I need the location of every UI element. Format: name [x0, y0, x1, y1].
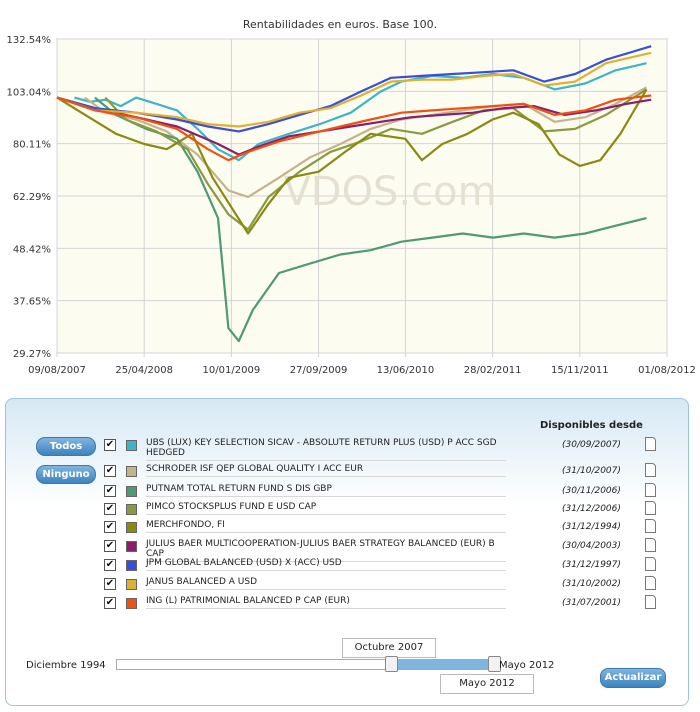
series-line-9: [56, 94, 652, 162]
select-none-button[interactable]: Ninguno: [36, 465, 96, 484]
fund-checkbox[interactable]: ✔: [104, 485, 116, 497]
range-max-label: Mayo 2012: [499, 660, 555, 671]
series-line-2: [84, 86, 648, 199]
y-tick-label: 132.54%: [7, 35, 52, 46]
fund-name: JANUS BALANCED A USD: [146, 577, 506, 590]
fund-start-date: (30/04/2003): [562, 541, 621, 551]
document-icon[interactable]: [645, 576, 656, 590]
fund-start-date: (31/12/2006): [562, 504, 621, 514]
fund-row: ✔ MERCHFONDO, FI (31/12/1994): [104, 519, 656, 537]
y-tick-label: 37.65%: [13, 297, 51, 308]
y-tick-label: 29.27%: [13, 349, 51, 360]
x-tick-label: 15/11/2011: [551, 365, 609, 376]
fund-name: SCHRODER ISF QEP GLOBAL QUALITY I ACC EU…: [146, 464, 506, 477]
update-button[interactable]: Actualizar: [600, 668, 666, 688]
fund-checkbox[interactable]: ✔: [104, 597, 116, 609]
fund-row: ✔ ING (L) PATRIMONIAL BALANCED P CAP (EUR…: [104, 595, 656, 613]
fund-name: MERCHFONDO, FI: [146, 520, 506, 533]
fund-color-swatch: [126, 466, 137, 477]
series-line-4: [104, 88, 648, 231]
fund-color-swatch: [126, 522, 137, 533]
fund-color-swatch: [126, 560, 137, 571]
fund-checkbox[interactable]: ✔: [104, 540, 116, 552]
fund-checkbox[interactable]: ✔: [104, 439, 116, 451]
date-range-selection: [391, 659, 494, 670]
fund-row: ✔ JPM GLOBAL BALANCED (USD) X (ACC) USD (3…: [104, 557, 656, 575]
fund-row: ✔ PIMCO STOCKSPLUS FUND E USD CAP (31/12/2…: [104, 501, 656, 519]
fund-color-swatch: [126, 598, 137, 609]
fund-name: PUTNAM TOTAL RETURN FUND S DIS GBP: [146, 484, 506, 497]
fund-start-date: (31/12/1994): [562, 522, 621, 532]
fund-checkbox[interactable]: ✔: [104, 559, 116, 571]
document-icon[interactable]: [645, 463, 656, 477]
fund-color-swatch: [126, 541, 137, 552]
fund-row: ✔ SCHRODER ISF QEP GLOBAL QUALITY I ACC E…: [104, 463, 656, 481]
fund-color-swatch: [126, 504, 137, 515]
fund-start-date: (31/07/2001): [562, 598, 621, 608]
fund-color-swatch: [126, 486, 137, 497]
fund-start-date: (31/10/2007): [562, 466, 621, 476]
range-end-value: Mayo 2012: [440, 674, 534, 694]
x-tick-label: 27/09/2009: [290, 365, 348, 376]
watermark: VDOS.com: [283, 169, 496, 215]
performance-chart: Rentabilidades en euros. Base 100. VDOS.…: [7, 18, 696, 376]
fund-start-date: (31/12/1997): [562, 560, 621, 570]
chart-title: Rentabilidades en euros. Base 100.: [243, 18, 437, 31]
x-tick-label: 09/08/2007: [28, 365, 86, 376]
grid: [56, 38, 668, 357]
document-icon[interactable]: [645, 557, 656, 571]
fund-checkbox[interactable]: ✔: [104, 503, 116, 515]
document-icon[interactable]: [645, 538, 656, 552]
x-tick-label: 10/01/2009: [203, 365, 261, 376]
y-tick-label: 80.11%: [13, 140, 51, 151]
document-icon[interactable]: [645, 595, 656, 609]
fund-color-swatch: [126, 440, 137, 451]
series-line-5: [56, 88, 648, 235]
document-icon[interactable]: [645, 483, 656, 497]
fund-start-date: (30/09/2007): [562, 440, 621, 450]
x-tick-label: 28/02/2011: [464, 365, 522, 376]
range-end-handle[interactable]: [488, 656, 501, 672]
document-icon[interactable]: [645, 519, 656, 533]
series-line-3: [94, 96, 647, 343]
series-line-7: [56, 45, 652, 133]
fund-row: ✔ PUTNAM TOTAL RETURN FUND S DIS GBP (30/1…: [104, 483, 656, 501]
fund-color-swatch: [126, 579, 137, 590]
fund-name: PIMCO STOCKSPLUS FUND E USD CAP: [146, 502, 506, 515]
fund-row: ✔ UBS (LUX) KEY SELECTION SICAV - ABSOLUT…: [104, 437, 656, 461]
x-tick-label: 01/08/2012: [638, 365, 696, 376]
fund-start-date: (30/11/2006): [562, 486, 621, 496]
available-since-header: Disponibles desde: [540, 420, 643, 431]
fund-start-date: (31/10/2002): [562, 579, 621, 589]
x-axis-labels: 09/08/2007 25/04/2008 10/01/2009 27/09/2009…: [28, 365, 696, 376]
series-lines: [56, 45, 652, 343]
series-line-8: [56, 51, 652, 128]
document-icon[interactable]: [645, 437, 656, 451]
y-tick-label: 103.04%: [7, 87, 52, 98]
range-start-handle[interactable]: [385, 656, 399, 672]
fund-name: ING (L) PATRIMONIAL BALANCED P CAP (EUR): [146, 596, 506, 609]
y-tick-label: 62.29%: [13, 192, 51, 203]
x-tick-label: 13/06/2010: [377, 365, 435, 376]
fund-name: UBS (LUX) KEY SELECTION SICAV - ABSOLUTE…: [146, 438, 506, 461]
x-tick-label: 25/04/2008: [115, 365, 173, 376]
y-axis-labels: 29.27% 37.65% 48.42% 62.29% 80.11% 103.04% 132…: [7, 35, 52, 360]
fund-name: JULIUS BAER MULTICOOPERATION-JULIUS BAER…: [146, 539, 506, 562]
fund-row: ✔ JULIUS BAER MULTICOOPERATION-JULIUS BAE…: [104, 538, 656, 562]
y-tick-label: 48.42%: [13, 244, 51, 255]
range-start-value: Octubre 2007: [342, 638, 436, 658]
range-min-label: Diciembre 1994: [26, 660, 106, 671]
fund-row: ✔ JANUS BALANCED A USD (31/10/2002): [104, 576, 656, 594]
document-icon[interactable]: [645, 501, 656, 515]
fund-name: JPM GLOBAL BALANCED (USD) X (ACC) USD: [146, 558, 506, 571]
fund-checkbox[interactable]: ✔: [104, 465, 116, 477]
fund-checkbox[interactable]: ✔: [104, 578, 116, 590]
select-all-button[interactable]: Todos: [36, 437, 96, 456]
fund-checkbox[interactable]: ✔: [104, 521, 116, 533]
